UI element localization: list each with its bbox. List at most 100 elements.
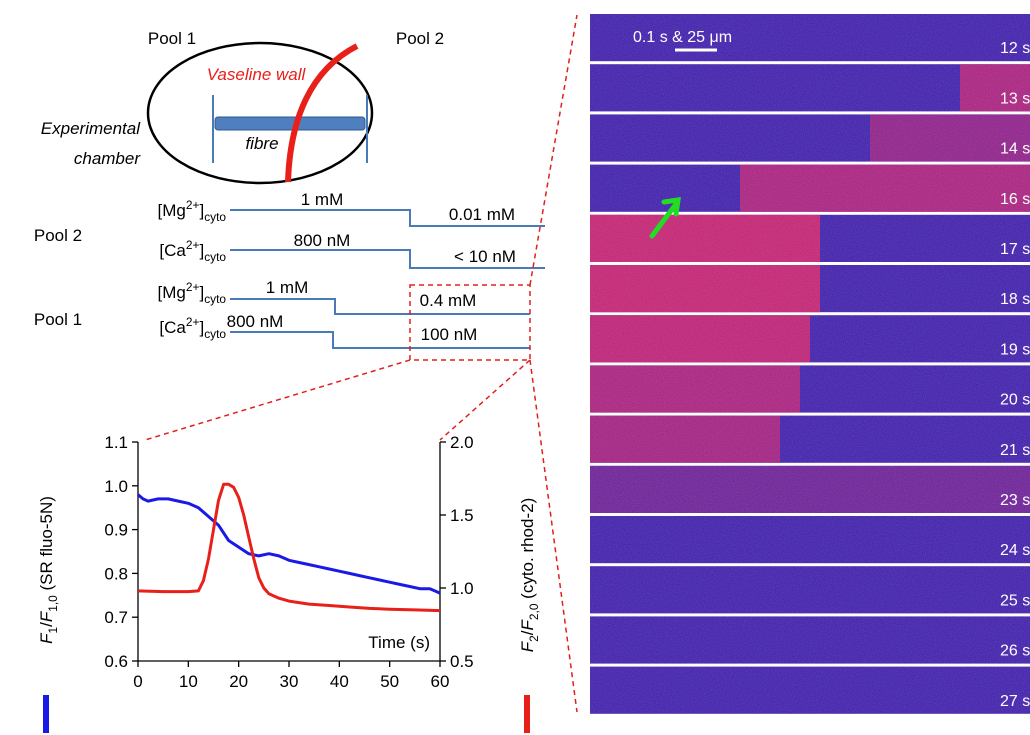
frame-label: 27 s xyxy=(1000,693,1030,710)
green-arrow xyxy=(649,197,681,239)
image-noise xyxy=(590,64,1030,112)
frame-label: 24 s xyxy=(1000,542,1030,559)
x-tick-label: 30 xyxy=(280,672,299,691)
label-part: 1 xyxy=(46,627,60,634)
label-part: 1,0 xyxy=(46,595,60,612)
x-tick-label: 50 xyxy=(380,672,399,691)
label-part: cyto xyxy=(204,250,226,264)
protocol: Pool 2 Pool 1 1 mM 0.01 mM 800 nM < 10 n… xyxy=(34,14,578,713)
image-noise xyxy=(590,415,1030,463)
rich-label: F1/F1,0 (SR fluo-5N) xyxy=(37,496,60,644)
zoom-line xyxy=(529,359,578,713)
image-panel: 12 s 13 s 14 s 16 s 17 s 18 s 19 s 20 s 21 s 23 s… xyxy=(590,14,1030,717)
frame-label: 17 s xyxy=(1000,241,1030,258)
image-noise xyxy=(590,315,1030,363)
frame-label: 13 s xyxy=(1000,90,1030,107)
chamber-label: Experimental xyxy=(41,119,141,138)
image-noise xyxy=(590,365,1030,413)
label-part: 2+ xyxy=(186,198,200,212)
chamber-diagram: Pool 1 Pool 2 Vaseline wall fibre Experi… xyxy=(41,29,444,185)
rich-label: [Ca2+]cyto xyxy=(159,238,226,264)
image-noise xyxy=(590,616,1030,664)
y-tick-label: 1.0 xyxy=(104,477,128,496)
label-part: [Mg xyxy=(158,201,186,220)
pool-label: Pool 1 xyxy=(148,29,196,48)
pool-label: Pool 1 xyxy=(34,310,82,329)
label-part: [Ca xyxy=(159,318,186,337)
series-line xyxy=(137,482,441,613)
label-part: [Mg xyxy=(158,283,186,302)
frame-label: 25 s xyxy=(1000,592,1030,609)
concentration: 0.4 mM xyxy=(420,291,477,310)
x-tick-label: 40 xyxy=(330,672,349,691)
frame-label: 23 s xyxy=(1000,492,1030,509)
label-part: 2+ xyxy=(186,315,200,329)
label-part: F xyxy=(37,610,56,622)
label-part: (SR fluo-5N) xyxy=(37,496,56,595)
concentration: < 10 nM xyxy=(454,247,516,266)
label-part: [Ca xyxy=(159,241,186,260)
x-tick-label: 0 xyxy=(133,672,142,691)
frame-label: 26 s xyxy=(1000,643,1030,660)
label-part: cyto xyxy=(204,327,226,341)
frame-label: 20 s xyxy=(1000,392,1030,409)
y2-tick-label: 2.0 xyxy=(450,433,474,452)
label-part: F xyxy=(518,618,537,630)
label-part: ] xyxy=(199,283,204,302)
concentration: 800 nM xyxy=(294,231,351,250)
label-part: F xyxy=(37,632,56,644)
label-part: / xyxy=(518,630,537,635)
frame-label: 12 s xyxy=(1000,40,1030,57)
y-tick-label: 0.6 xyxy=(104,652,128,671)
pool-label: Pool 2 xyxy=(34,226,82,245)
concentration: 800 nM xyxy=(227,312,284,331)
y-tick-label: 0.7 xyxy=(104,608,128,627)
y2-tick-label: 1.5 xyxy=(450,506,474,525)
fibre-shape xyxy=(214,116,366,131)
pool-label: Pool 2 xyxy=(396,29,444,48)
wall-label: Vaseline wall xyxy=(207,65,307,84)
x-axis-title: Time (s) xyxy=(368,633,430,652)
label-part: ] xyxy=(199,201,204,220)
image-noise xyxy=(590,516,1030,564)
series-key xyxy=(43,695,49,733)
x-tick-label: 20 xyxy=(229,672,248,691)
image-noise xyxy=(590,214,1030,262)
solution-trace xyxy=(230,331,530,349)
label-part: 2+ xyxy=(186,280,200,294)
zoom-line xyxy=(529,14,578,286)
y2-tick-label: 0.5 xyxy=(450,652,474,671)
series-key xyxy=(524,695,530,733)
label-part: ] xyxy=(199,318,204,337)
fibre-label: fibre xyxy=(245,134,278,153)
label-part: F xyxy=(518,640,537,652)
solution-trace xyxy=(230,209,545,227)
solution-trace xyxy=(230,298,530,315)
image-noise xyxy=(590,14,1030,62)
y-tick-label: 0.9 xyxy=(104,521,128,540)
frame-label: 21 s xyxy=(1000,442,1030,459)
zoom-line xyxy=(439,359,531,441)
image-noise xyxy=(590,465,1030,513)
frame-label: 16 s xyxy=(1000,191,1030,208)
label-part: 2+ xyxy=(186,238,200,252)
label-part: (cyto. rhod-2) xyxy=(518,498,537,604)
zoom-box xyxy=(409,284,531,361)
y2-tick-label: 1.0 xyxy=(450,579,474,598)
frame-label: 18 s xyxy=(1000,291,1030,308)
frame-label: 19 s xyxy=(1000,341,1030,358)
zoom-line xyxy=(144,359,411,441)
image-noise xyxy=(590,666,1030,714)
rich-label: [Mg2+]cyto xyxy=(158,280,227,306)
concentration: 0.01 mM xyxy=(449,205,515,224)
image-noise xyxy=(590,114,1030,162)
solution-trace xyxy=(230,249,545,269)
image-noise xyxy=(590,265,1030,313)
label-part: cyto xyxy=(204,210,226,224)
label-part: / xyxy=(37,622,56,627)
chamber-label: chamber xyxy=(74,149,141,168)
rich-label: F2/F2,0 (cyto. rhod-2) xyxy=(518,498,541,652)
y-tick-label: 0.8 xyxy=(104,564,128,583)
axes xyxy=(137,442,441,662)
